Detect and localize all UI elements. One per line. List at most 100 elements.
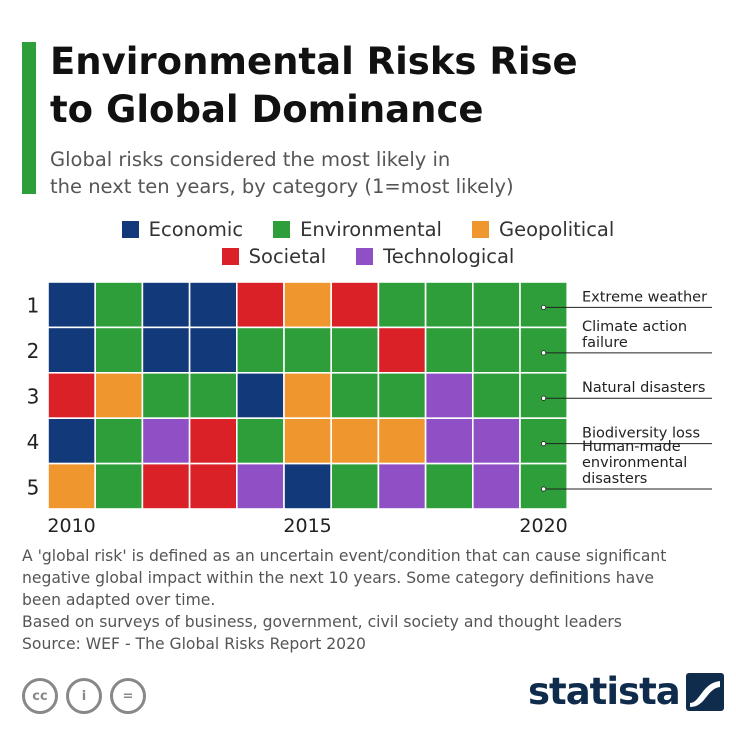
heatmap-cell-2012-rank-4	[141, 417, 191, 465]
heatmap-cell-2011-rank-2	[94, 326, 144, 374]
subtitle-line-1: Global risks considered the most likely …	[50, 148, 451, 171]
heatmap-cell-2014-rank-1	[236, 281, 285, 329]
heatmap-cell-2019-rank-4	[471, 417, 521, 465]
title-line-1: Environmental Risks Rise	[50, 40, 578, 83]
heatmap-cell-2010-rank-1	[47, 281, 97, 329]
annotation-dot-5	[540, 486, 547, 492]
rank-label-1: 1	[27, 294, 40, 318]
annotation-label-rank-2-line-1: Climate action	[582, 319, 687, 335]
x-tick-2010: 2010	[47, 515, 95, 537]
heatmap-cell-2012-rank-1	[141, 281, 191, 329]
footnote-line-1: A 'global risk' is defined as an uncerta…	[22, 547, 667, 565]
footnote-line-2: negative global impact within the next 1…	[22, 569, 655, 587]
heatmap-cell-2019-rank-2	[471, 326, 521, 374]
legend-item-societal: Societal	[221, 245, 327, 268]
annotation-dot-4	[540, 441, 547, 447]
cc-icon[interactable]: cc	[22, 678, 58, 714]
legend-item-geopolitical: Geopolitical	[471, 218, 615, 241]
chart-title: Environmental Risks Rise to Global Domin…	[50, 38, 720, 134]
annotation-dot-1	[540, 304, 547, 311]
legend-item-environmental: Environmental	[273, 218, 442, 241]
heatmap-cell-2020-rank-2	[519, 326, 569, 374]
heatmap-cell-2011-rank-3	[94, 371, 144, 419]
legend-swatch-technological	[356, 248, 374, 265]
legend-row-1: Economic Environmental Geopolitical	[0, 218, 736, 241]
x-tick-2020: 2020	[519, 515, 567, 537]
footnote-source: Source: WEF - The Global Risks Report 20…	[22, 635, 366, 653]
heatmap-cell-2014-rank-2	[236, 326, 285, 374]
legend-label-economic: Economic	[148, 218, 244, 241]
annotation-label-rank-1-line-1: Extreme weather	[582, 289, 707, 305]
title-accent-bar	[22, 42, 36, 194]
heatmap-cell-2019-rank-1	[471, 281, 521, 329]
heatmap-cell-2010-rank-2	[47, 326, 97, 374]
heatmap-cell-2016-rank-2	[330, 326, 380, 374]
footnote-line-3: been adapted over time.	[22, 591, 216, 609]
annotation-label-rank-3-line-1: Natural disasters	[582, 380, 705, 396]
heatmap-cell-2015-rank-5	[283, 462, 333, 510]
legend-swatch-societal	[221, 248, 239, 265]
heatmap-cell-2017-rank-1	[377, 281, 427, 329]
heatmap-cell-2018-rank-2	[424, 326, 474, 374]
heatmap-cell-2013-rank-3	[188, 371, 238, 419]
statista-mark-icon	[685, 672, 724, 711]
heatmap-cell-2012-rank-5	[141, 462, 191, 510]
heatmap-cell-2011-rank-4	[94, 417, 144, 465]
legend-swatch-environmental	[273, 221, 291, 238]
heatmap-cell-2010-rank-4	[47, 417, 97, 465]
heatmap-cell-2018-rank-3	[424, 371, 474, 419]
rank-label-3: 3	[27, 385, 40, 409]
heatmap-cell-2015-rank-4	[283, 417, 333, 465]
title-line-2: to Global Dominance	[50, 88, 484, 131]
heatmap-cell-2014-rank-5	[236, 462, 285, 510]
nd-icon[interactable]: =	[110, 678, 146, 714]
heatmap-cell-2010-rank-3	[47, 371, 97, 419]
heatmap-cell-2013-rank-2	[188, 326, 238, 374]
heatmap-cell-2013-rank-4	[188, 417, 238, 465]
heatmap-cell-2019-rank-3	[471, 371, 521, 419]
heatmap-cell-2017-rank-3	[377, 371, 427, 419]
heatmap-cell-2020-rank-5	[519, 462, 569, 510]
legend-row-2: Societal Technological	[0, 245, 736, 268]
heatmap-cell-2010-rank-5	[47, 462, 97, 510]
footnote: A 'global risk' is defined as an uncerta…	[22, 545, 722, 655]
annotation-dot-3	[540, 395, 547, 401]
by-icon[interactable]: i	[66, 678, 102, 714]
heatmap-cell-2013-rank-5	[188, 462, 238, 510]
legend-label-societal: Societal	[248, 245, 327, 268]
annotation-label-rank-2-line-2: failure	[582, 335, 628, 351]
annotation-label-rank-5-line-2: environmental	[582, 455, 687, 471]
heatmap-cell-2016-rank-3	[330, 371, 380, 419]
heatmap-cell-2015-rank-1	[283, 281, 333, 329]
heatmap-cell-2016-rank-4	[330, 417, 380, 465]
heatmap-cell-2011-rank-5	[94, 462, 144, 510]
annotation-label-rank-5-line-3: disasters	[582, 471, 647, 487]
heatmap-cell-2017-rank-2	[377, 326, 427, 374]
legend-swatch-economic	[121, 221, 139, 238]
heatmap-cell-2020-rank-1	[519, 281, 569, 329]
brand-name: statista	[528, 670, 681, 713]
heatmap-cell-2015-rank-3	[283, 371, 333, 419]
footnote-line-4: Based on surveys of business, government…	[22, 613, 622, 631]
brand-logo[interactable]: statista	[528, 670, 724, 713]
rank-label-5: 5	[27, 475, 40, 499]
heatmap-cell-2016-rank-1	[330, 281, 380, 329]
heatmap-cell-2019-rank-5	[471, 462, 521, 510]
heatmap-cell-2016-rank-5	[330, 462, 380, 510]
rank-label-2: 2	[27, 339, 40, 363]
heatmap-chart: 1 2 3 4 5 2010 2015 2020 Extreme weather Climate …	[27, 281, 712, 537]
license-icons: cc i =	[22, 678, 146, 714]
heatmap-cell-2020-rank-4	[519, 417, 569, 465]
heatmap-cell-2014-rank-3	[236, 371, 285, 419]
x-tick-2015: 2015	[283, 515, 331, 537]
heatmap-cell-2020-rank-3	[519, 371, 569, 419]
rank-label-4: 4	[27, 430, 40, 454]
legend-item-economic: Economic	[121, 218, 244, 241]
heatmap-cell-2012-rank-2	[141, 326, 191, 374]
heatmap-cell-2013-rank-1	[188, 281, 238, 329]
heatmap-cell-2018-rank-5	[424, 462, 474, 510]
annotation-dot-2	[540, 350, 547, 356]
legend-label-geopolitical: Geopolitical	[498, 218, 615, 241]
legend-label-technological: Technological	[383, 245, 515, 268]
heatmap-cell-2017-rank-4	[377, 417, 427, 465]
